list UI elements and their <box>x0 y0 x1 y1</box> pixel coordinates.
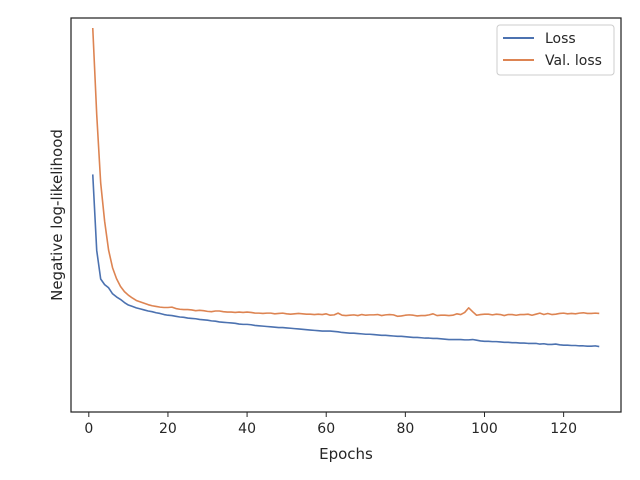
x-tick-label: 20 <box>159 421 177 437</box>
series-line-loss <box>91 174 600 348</box>
x-tick-label: 40 <box>238 421 256 437</box>
plot-frame <box>70 17 622 413</box>
legend-label-val-loss: Val. loss <box>545 53 602 69</box>
x-tick-label: 80 <box>396 421 414 437</box>
x-tick-label: 120 <box>550 421 577 437</box>
y-axis-label: Negative log-likelihood <box>48 129 66 301</box>
x-tick-label: 60 <box>317 421 335 437</box>
plot-background <box>71 18 621 412</box>
x-ticks: 0 20 40 60 80 100 120 <box>84 412 577 437</box>
x-tick-label: 0 <box>84 421 93 437</box>
series-layer <box>91 27 600 348</box>
x-axis-label: Epochs <box>319 445 373 463</box>
legend-label-loss: Loss <box>545 31 576 47</box>
series-line-val-loss <box>91 27 600 318</box>
x-tick-label: 100 <box>471 421 498 437</box>
legend: Loss Val. loss <box>496 24 615 76</box>
